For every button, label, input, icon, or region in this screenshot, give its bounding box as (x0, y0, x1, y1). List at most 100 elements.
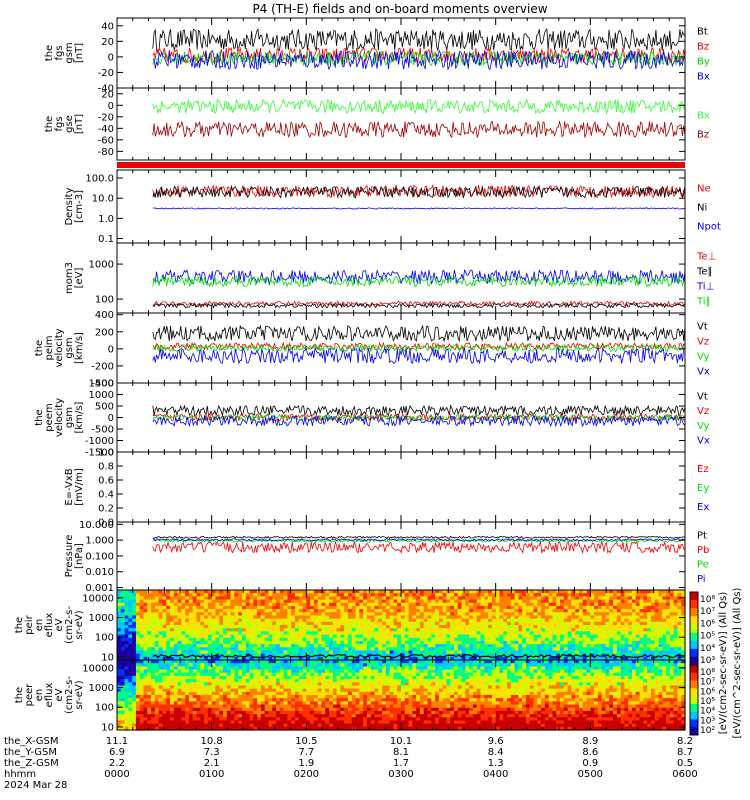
heatmap-cell (234, 691, 239, 696)
heatmap-cell (563, 602, 569, 607)
heatmap-cell (211, 723, 217, 728)
heatmap-cell (514, 609, 519, 613)
heatmap-cell (272, 625, 277, 629)
heatmap-cell (628, 634, 633, 639)
heatmap-cell (219, 647, 224, 652)
heatmap-cell (567, 650, 572, 655)
heatmap-cell (310, 650, 315, 655)
heatmap-cell (469, 637, 474, 642)
heatmap-cell (135, 593, 141, 597)
heatmap-cell (499, 625, 504, 629)
heatmap-cell (363, 599, 368, 604)
y-tick-label: 1.0 (98, 448, 114, 459)
heatmap-cell (151, 679, 156, 683)
heatmap-cell (226, 637, 232, 642)
heatmap-cell (257, 650, 262, 655)
heatmap-cell (245, 660, 251, 664)
heatmap-cell (124, 695, 129, 699)
heatmap-cell (238, 698, 243, 702)
heatmap-cell (332, 621, 338, 626)
heatmap-cell (669, 631, 675, 636)
heatmap-cell (499, 628, 504, 632)
heatmap-cell (230, 605, 235, 610)
heatmap-cell (643, 621, 648, 626)
heatmap-cell (590, 590, 595, 594)
heatmap-cell (597, 599, 603, 604)
heatmap-cell (223, 653, 228, 658)
heatmap-cell (117, 698, 122, 702)
heatmap-cell (385, 640, 391, 645)
heatmap-cell (639, 599, 644, 604)
heatmap-cell (416, 625, 421, 629)
heatmap-cell (624, 647, 629, 652)
y-tick-label: 0 (108, 52, 114, 63)
heatmap-cell (215, 640, 220, 645)
heatmap-cell (215, 625, 220, 629)
heatmap-cell (151, 720, 156, 725)
heatmap-cell (374, 656, 379, 661)
heatmap-cell (147, 612, 152, 617)
heatmap-cell (135, 698, 141, 702)
heatmap-cell (571, 631, 576, 636)
heatmap-cell (435, 596, 440, 601)
heatmap-cell (416, 637, 421, 642)
heatmap-cell (249, 701, 254, 706)
heatmap-cell (128, 672, 133, 677)
heatmap-cell (465, 625, 470, 629)
heatmap-cell (605, 605, 610, 610)
heatmap-cell (446, 647, 451, 652)
heatmap-cell (219, 672, 224, 677)
heatmap-cell (291, 593, 296, 597)
heatmap-cell (192, 714, 198, 718)
heatmap-cell (158, 682, 164, 687)
heatmap-cell (151, 647, 156, 652)
heatmap-cell (510, 625, 516, 629)
heatmap-cell (514, 618, 519, 623)
heatmap-cell (677, 612, 682, 617)
heatmap-cell (563, 644, 569, 648)
heatmap-cell (556, 628, 561, 632)
heatmap-cell (397, 621, 402, 626)
heatmap-cell (469, 602, 474, 607)
heatmap-cell (427, 612, 432, 617)
heatmap-cell (238, 682, 243, 687)
heatmap-cell (457, 650, 463, 655)
heatmap-cell (673, 615, 679, 620)
heatmap-cell (450, 609, 455, 613)
heatmap-cell (518, 637, 523, 642)
heatmap-cell (488, 650, 493, 655)
heatmap-cell (139, 726, 145, 731)
heatmap-cell (120, 612, 126, 617)
heatmap-cell (537, 644, 542, 648)
heatmap-cell (586, 590, 591, 594)
heatmap-cell (416, 590, 421, 594)
heatmap-cell (650, 634, 656, 639)
heatmap-cell (211, 663, 217, 667)
heatmap-cell (124, 710, 129, 715)
heatmap-cell (151, 669, 156, 674)
heatmap-cell (370, 596, 376, 601)
heatmap-cell (351, 644, 357, 648)
heatmap-cell (147, 660, 152, 664)
heatmap-cell (397, 596, 402, 601)
heatmap-cell (192, 634, 198, 639)
heatmap-cell (616, 634, 622, 639)
heatmap-cell (276, 621, 281, 626)
heatmap-cell (533, 631, 538, 636)
heatmap-cell (321, 609, 326, 613)
heatmap-cell (347, 618, 353, 623)
heatmap-cell (628, 621, 633, 626)
heatmap-cell (389, 656, 395, 661)
heatmap-cell (147, 605, 152, 610)
heatmap-cell (609, 637, 614, 642)
heatmap-cell (578, 618, 584, 623)
heatmap-cell (382, 628, 387, 632)
heatmap-cell (461, 631, 466, 636)
heatmap-cell (230, 701, 235, 706)
heatmap-cell (571, 602, 576, 607)
heatmap-cell (510, 599, 516, 604)
heatmap-cell (185, 634, 190, 639)
heatmap-cell (366, 615, 372, 620)
heatmap-cell (446, 596, 451, 601)
heatmap-cell (329, 602, 334, 607)
